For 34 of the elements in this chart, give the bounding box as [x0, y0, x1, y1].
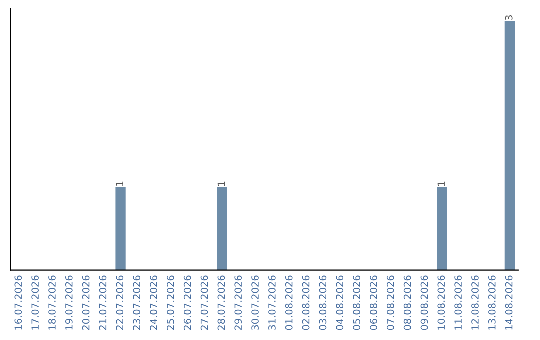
- x-tick-label: 31.07.2026: [268, 276, 276, 330]
- x-tick-label: 26.07.2026: [184, 276, 192, 330]
- x-tick-label: 06.08.2026: [370, 276, 378, 330]
- x-tick-label: 25.07.2026: [167, 276, 174, 330]
- x-tick-label: 02.08.2026: [302, 276, 310, 330]
- x-tick-label: 22.07.2026: [116, 276, 124, 330]
- x-tick-label: 17.07.2026: [32, 276, 39, 330]
- x-tick-label: 27.07.2026: [200, 276, 208, 330]
- data-label: 3: [505, 16, 513, 20]
- x-tick-label: 28.07.2026: [218, 276, 226, 330]
- x-tick-label: 16.07.2026: [14, 276, 22, 330]
- x-tick-label: 10.08.2026: [438, 276, 446, 330]
- x-tick-label: 20.07.2026: [82, 276, 90, 330]
- x-tick-label: 30.07.2026: [252, 276, 259, 330]
- data-label: 1: [438, 182, 445, 186]
- x-tick-label: 21.07.2026: [99, 276, 107, 330]
- data-label: 1: [116, 182, 124, 186]
- x-tick-label: 18.07.2026: [48, 276, 56, 330]
- x-tick-label: 29.07.2026: [234, 276, 242, 330]
- x-tick-label: 01.08.2026: [285, 276, 293, 330]
- x-tick-label: 07.08.2026: [386, 276, 394, 330]
- x-tick-label: 12.08.2026: [472, 276, 479, 330]
- x-tick-label: 24.07.2026: [150, 276, 158, 330]
- x-tick-label: 05.08.2026: [353, 276, 360, 330]
- data-label: 1: [218, 182, 225, 186]
- x-tick-label: 14.08.2026: [505, 276, 513, 330]
- x-tick-label: 19.07.2026: [65, 276, 73, 330]
- x-tick-label: 04.08.2026: [336, 276, 344, 330]
- x-tick-label: 08.08.2026: [404, 276, 412, 330]
- x-tick-label: 13.08.2026: [488, 276, 496, 330]
- x-tick-label: 11.08.2026: [454, 276, 462, 330]
- x-tick-label: 09.08.2026: [420, 276, 428, 330]
- x-tick-label: 23.07.2026: [133, 276, 141, 330]
- x-tick-label: 03.08.2026: [319, 276, 327, 330]
